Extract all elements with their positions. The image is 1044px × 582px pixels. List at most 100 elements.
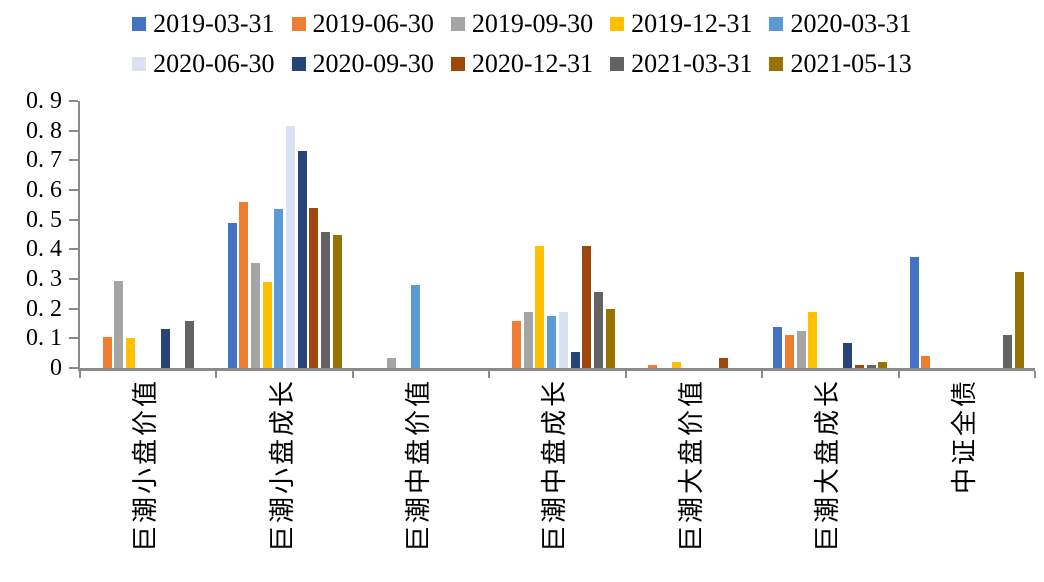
- legend-label: 2019-09-30: [471, 9, 594, 38]
- x-axis-tick: [79, 371, 81, 378]
- bar: [535, 246, 545, 368]
- x-axis-label: 巨潮大盘价值: [676, 378, 706, 553]
- bar-group: [762, 101, 898, 368]
- bar: [796, 330, 806, 368]
- x-label-slot: 巨潮小盘成长: [214, 372, 350, 580]
- legend-item: 2021-03-31: [610, 49, 752, 79]
- x-axis-tick: [488, 371, 491, 378]
- bar-group: [626, 101, 762, 368]
- bar: [843, 342, 853, 368]
- bar: [410, 284, 420, 368]
- x-axis-label: 巨潮小盘价值: [131, 378, 161, 553]
- y-tick-label: 0. 1: [26, 325, 62, 352]
- bar: [671, 362, 681, 368]
- bar: [878, 362, 888, 368]
- legend-swatch-icon: [769, 17, 784, 31]
- x-axis-label: 巨潮中盘价值: [404, 378, 434, 553]
- x-axis-label: 中证全债: [949, 378, 979, 495]
- x-label-slot: 巨潮大盘价值: [624, 372, 760, 580]
- y-axis-tick: [69, 278, 78, 280]
- bar: [808, 311, 818, 368]
- x-axis-label: 巨潮小盘成长: [267, 378, 297, 553]
- bar-group: [489, 101, 625, 368]
- legend-item: 2020-06-30: [132, 49, 275, 79]
- legend-swatch-icon: [132, 57, 147, 71]
- x-axis-tick: [351, 371, 354, 378]
- bar: [1003, 335, 1013, 368]
- bar: [387, 357, 397, 368]
- x-axis-tick: [624, 371, 627, 378]
- y-axis-tick: [69, 129, 78, 132]
- legend-swatch-icon: [291, 17, 306, 31]
- bar: [648, 365, 658, 368]
- x-axis-label: 巨潮大盘成长: [813, 378, 843, 553]
- x-axis-tick: [1034, 371, 1036, 378]
- bar: [1014, 271, 1024, 368]
- y-axis-tick: [69, 159, 78, 162]
- y-tick-label: 0. 6: [26, 177, 62, 203]
- bar: [570, 351, 580, 368]
- y-tick-label: 0: [50, 355, 62, 381]
- bar: [547, 316, 557, 368]
- bar-group: [216, 101, 352, 368]
- y-tick-label: 0. 3: [26, 266, 62, 292]
- chart-legend: 2019-03-31 2019-06-30 2019-09-30 2019-12-31…: [0, 4, 1044, 84]
- bar: [909, 256, 919, 368]
- legend-label: 2021-05-13: [790, 49, 912, 78]
- bar: [227, 222, 237, 368]
- x-axis-labels: 巨潮小盘价值 巨潮小盘成长 巨潮中盘价值 巨潮中盘成长 巨潮大盘价值 巨潮大盘成长 中证全债: [78, 372, 1033, 580]
- legend-swatch-icon: [610, 57, 625, 71]
- x-axis-tick: [761, 371, 764, 378]
- y-tick-label: 0. 7: [26, 147, 62, 174]
- bar: [332, 234, 342, 368]
- bar: [773, 326, 783, 368]
- legend-swatch-icon: [769, 57, 784, 71]
- bar: [866, 365, 876, 368]
- legend-row: 2020-06-30 2020-09-30 2020-12-31 2021-03-31…: [0, 44, 1044, 84]
- x-label-slot: 巨潮大盘成长: [760, 372, 896, 580]
- legend-swatch-icon: [610, 17, 625, 31]
- y-axis-tick: [69, 248, 78, 251]
- legend-label: 2020-12-31: [471, 49, 594, 78]
- bar: [855, 365, 865, 368]
- x-label-slot: 巨潮中盘价值: [351, 372, 487, 580]
- y-tick-label: 0. 2: [26, 295, 62, 322]
- legend-item: 2020-12-31: [450, 49, 594, 79]
- legend-row: 2019-03-31 2019-06-30 2019-09-30 2019-12-31…: [0, 4, 1044, 44]
- x-axis-tick: [215, 371, 218, 378]
- x-label-slot: 巨潮小盘价值: [78, 372, 214, 580]
- legend-item: 2020-09-30: [291, 49, 434, 79]
- legend-item: 2019-12-31: [610, 9, 752, 39]
- bar-group: [899, 101, 1035, 368]
- legend-label: 2019-03-31: [153, 9, 275, 38]
- y-tick-label: 0. 8: [26, 117, 62, 144]
- bar: [126, 338, 136, 368]
- legend-swatch-icon: [450, 57, 465, 71]
- bar: [102, 336, 112, 368]
- y-axis-tick: [69, 367, 78, 369]
- bar: [297, 151, 307, 368]
- bar-group: [80, 101, 216, 368]
- legend-item: 2019-09-30: [450, 9, 594, 39]
- bar: [558, 311, 568, 368]
- legend-item: 2020-03-31: [769, 9, 912, 39]
- plot-area: [69, 100, 1036, 378]
- legend-label: 2020-09-30: [312, 49, 434, 78]
- legend-label: 2021-03-31: [631, 49, 753, 78]
- legend-swatch-icon: [450, 17, 465, 31]
- bar: [262, 282, 272, 368]
- bar: [161, 329, 171, 368]
- legend-item: 2021-05-13: [769, 49, 912, 79]
- bar: [718, 357, 728, 368]
- y-tick-label: 0. 4: [26, 236, 62, 263]
- y-axis-tick: [69, 218, 78, 221]
- legend-swatch-icon: [132, 17, 147, 31]
- bar-groups: [80, 101, 1035, 368]
- legend-label: 2019-06-30: [312, 9, 434, 38]
- bar: [593, 292, 603, 368]
- bar: [921, 356, 931, 368]
- bar: [321, 231, 331, 368]
- y-tick-label: 0. 9: [26, 88, 62, 114]
- bar: [184, 320, 194, 368]
- bar: [784, 335, 794, 368]
